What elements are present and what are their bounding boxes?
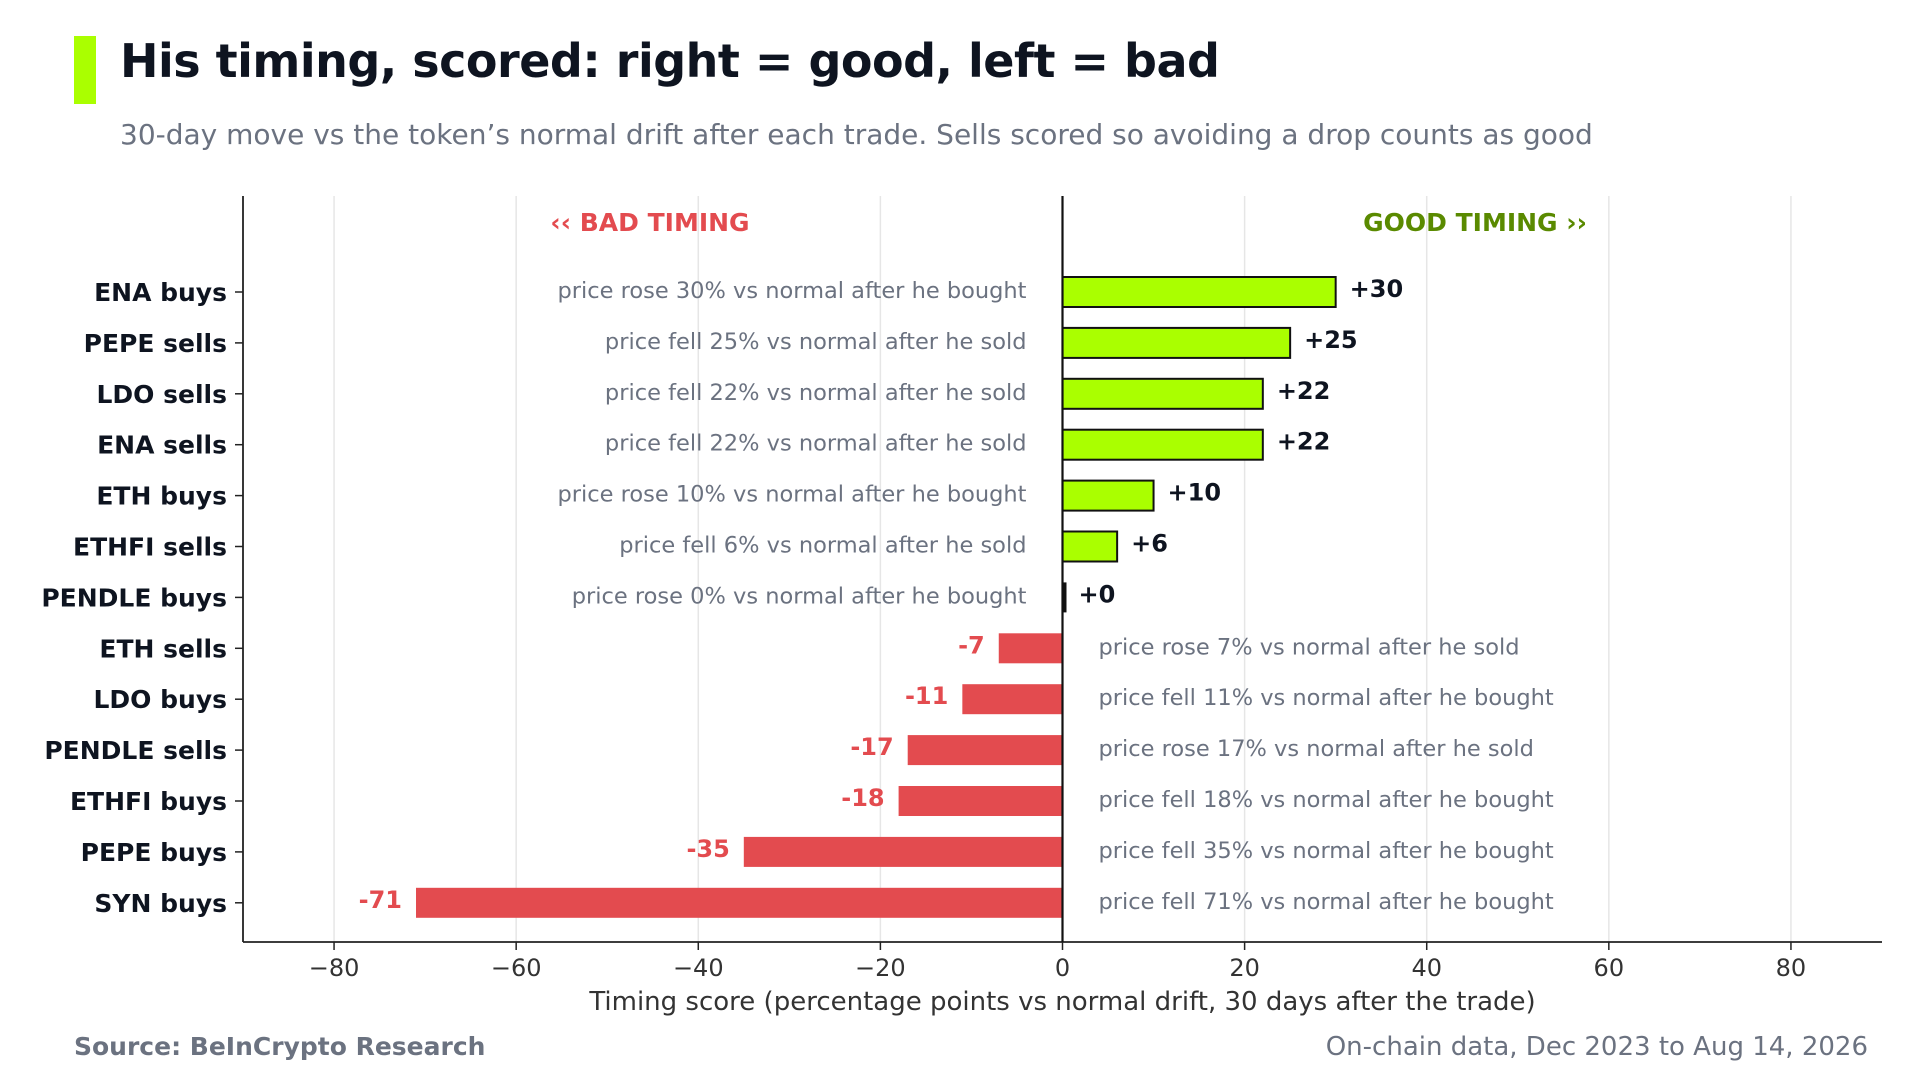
category-label: PENDLE buys <box>41 583 227 612</box>
data-label: +10 <box>1168 479 1222 507</box>
bar-description: price rose 10% vs normal after he bought <box>557 482 1026 508</box>
category-label: LDO buys <box>93 685 227 714</box>
x-tick-label: 40 <box>1411 954 1442 982</box>
x-tick-label: 0 <box>1055 954 1070 982</box>
bad-timing-annotation: ‹‹ BAD TIMING <box>550 208 749 237</box>
category-label: ETHFI buys <box>70 787 227 816</box>
x-tick-label: −80 <box>309 954 360 982</box>
data-label: +22 <box>1277 428 1331 456</box>
bar <box>1061 428 1264 461</box>
bar-description: price rose 7% vs normal after he sold <box>1099 634 1520 660</box>
bar <box>1061 530 1119 563</box>
category-label: ETHFI sells <box>73 533 227 562</box>
x-tick-label: 60 <box>1594 954 1625 982</box>
bar-description: price fell 22% vs normal after he sold <box>605 431 1027 457</box>
data-label: +30 <box>1350 275 1404 303</box>
bar-description: price fell 35% vs normal after he bought <box>1099 838 1554 864</box>
bar <box>1061 276 1337 308</box>
x-tick-label: 80 <box>1776 954 1807 982</box>
category-label: ETH buys <box>96 482 227 511</box>
x-tick-label: −20 <box>855 954 906 982</box>
category-label: PEPE sells <box>84 329 227 358</box>
x-tick-label: −40 <box>673 954 724 982</box>
bar <box>998 633 1063 664</box>
bar <box>907 735 1063 766</box>
category-label: ETH sells <box>99 634 227 663</box>
category-label: PENDLE sells <box>44 736 227 765</box>
page-title: His timing, scored: right = good, left =… <box>120 34 1220 88</box>
data-label: -7 <box>958 631 985 659</box>
bar <box>1061 479 1155 512</box>
bar-description: price fell 22% vs normal after he sold <box>605 380 1027 406</box>
x-axis-title: Timing score (percentage points vs norma… <box>588 987 1535 1017</box>
category-label: SYN buys <box>94 889 227 918</box>
bar-description: price fell 71% vs normal after he bought <box>1099 889 1554 915</box>
date-range-note: On-chain data, Dec 2023 to Aug 14, 2026 <box>1325 1032 1868 1062</box>
x-tick-label: 20 <box>1229 954 1260 982</box>
data-label: -35 <box>686 835 729 863</box>
bar <box>1062 582 1067 613</box>
data-label: -18 <box>841 784 884 812</box>
bar <box>1061 377 1264 410</box>
bar <box>743 836 1063 867</box>
title-accent-bar <box>74 36 96 104</box>
data-label: -11 <box>905 682 948 710</box>
data-label: +6 <box>1131 530 1168 558</box>
category-label: LDO sells <box>97 380 228 409</box>
category-label: ENA sells <box>97 431 227 460</box>
bar-description: price rose 17% vs normal after he sold <box>1099 736 1534 762</box>
data-label: +22 <box>1277 377 1331 405</box>
data-label: -71 <box>359 886 402 914</box>
bar-description: price fell 18% vs normal after he bought <box>1099 787 1554 813</box>
data-label: +25 <box>1304 326 1358 354</box>
bar <box>416 887 1063 918</box>
bar-description: price fell 11% vs normal after he bought <box>1099 685 1554 711</box>
good-timing-annotation: GOOD TIMING ›› <box>1363 208 1587 237</box>
bar <box>962 684 1063 715</box>
bar-description: price rose 0% vs normal after he bought <box>572 583 1027 609</box>
bar-description: price fell 6% vs normal after he sold <box>619 533 1026 559</box>
bar <box>1061 326 1292 359</box>
source-note: Source: BeInCrypto Research <box>74 1032 486 1061</box>
page-subtitle: 30-day move vs the token’s normal drift … <box>120 118 1593 151</box>
bar-description: price rose 30% vs normal after he bought <box>557 278 1026 304</box>
bar-description: price fell 25% vs normal after he sold <box>605 329 1027 355</box>
category-label: PEPE buys <box>81 838 227 867</box>
data-label: +0 <box>1079 580 1116 608</box>
category-label: ENA buys <box>94 278 227 307</box>
x-tick-label: −60 <box>491 954 542 982</box>
bar <box>898 786 1063 816</box>
data-label: -17 <box>850 733 893 761</box>
